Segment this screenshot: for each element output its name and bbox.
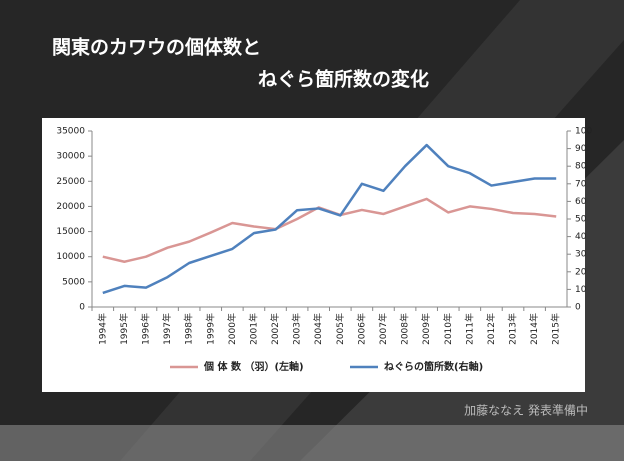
legend-label: 個 体 数 （羽）(左軸): [203, 360, 304, 373]
y2-tick-label: 80: [575, 162, 587, 172]
x-tick-label: 2003年: [291, 313, 303, 345]
x-tick-label: 1996年: [139, 313, 151, 345]
x-tick-label: 2009年: [420, 313, 432, 345]
x-tick-label: 1994年: [96, 313, 108, 345]
x-tick-label: 2015年: [550, 313, 562, 345]
y2-tick-label: 70: [575, 179, 587, 189]
x-tick-label: 2004年: [312, 313, 324, 345]
x-tick-label: 2001年: [247, 313, 259, 345]
y-tick-label: 20000: [56, 202, 85, 212]
y-tick-label: 5000: [62, 277, 85, 287]
y-tick-label: 15000: [56, 227, 85, 237]
series-line: [102, 143, 557, 295]
y2-tick-label: 40: [575, 232, 587, 242]
y-tick-label: 30000: [56, 152, 85, 162]
y2-tick-label: 50: [575, 215, 587, 225]
x-tick-label: 2014年: [528, 313, 540, 345]
bottom-strip: [0, 425, 624, 461]
y-tick-label: 25000: [56, 177, 85, 187]
y2-tick-label: 100: [575, 127, 592, 137]
title-line: 関東のカワウの個体数と: [52, 36, 261, 59]
x-tick-label: 2008年: [399, 313, 411, 345]
chart-area: [42, 118, 585, 392]
x-tick-label: 2010年: [442, 313, 454, 345]
plot: 0 5000 10000 15000 20000 25000 30000 35000 0 10 20…: [56, 127, 592, 374]
y2-tick-label: 30: [575, 250, 587, 260]
x-tick-label: 1995年: [118, 313, 130, 345]
x-tick-label: 2013年: [507, 313, 519, 345]
x-tick-label: 2006年: [355, 313, 367, 345]
x-tick-label: 2007年: [377, 313, 389, 345]
footer: 加藤ななえ 発表準備中: [464, 403, 588, 418]
x-tick-label: 1999年: [204, 313, 216, 345]
y2-tick-label: 90: [575, 144, 587, 154]
y-tick-label: 35000: [56, 127, 85, 137]
x-tick-label: 1997年: [161, 313, 173, 345]
x-tick-label: 2012年: [485, 313, 497, 345]
y-tick-label: 10000: [56, 252, 85, 262]
legend-label: ねぐらの箇所数(右軸): [384, 360, 483, 373]
x-tick-label: 2011年: [463, 313, 475, 345]
x-tick-label: 2005年: [334, 313, 346, 345]
y2-tick-label: 60: [575, 197, 587, 207]
x-tick-label: 1998年: [183, 313, 195, 345]
x-tick-label: 2000年: [226, 313, 238, 345]
y2-tick-label: 10: [575, 285, 587, 295]
y-tick-label: 0: [79, 303, 85, 313]
title-line: ねぐら箇所数の変化: [258, 68, 429, 91]
y2-tick-label: 20: [575, 267, 587, 277]
x-tick-label: 2002年: [269, 313, 281, 345]
y2-tick-label: 0: [575, 303, 581, 313]
